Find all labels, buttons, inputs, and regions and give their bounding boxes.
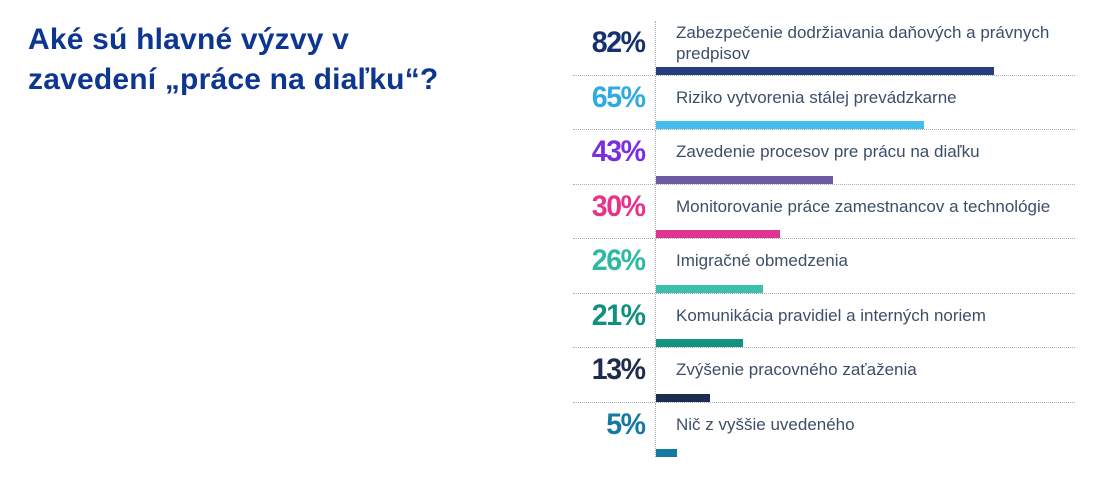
row-content: Riziko vytvorenia stálej prevádzkarne (655, 75, 1075, 129)
bar-category-label: Zavedenie procesov pre prácu na diaľku (676, 142, 980, 162)
bar (656, 121, 924, 129)
bar-category-label: Nič z vyššie uvedeného (676, 415, 855, 435)
bar-value-label: 5% (606, 408, 646, 442)
bar-category-label: Zabezpečenie dodržiavania daňových a prá… (676, 22, 1050, 63)
chart-row: 13% Zvýšenie pracovného zaťaženia (573, 348, 1075, 403)
bar-value-label: 43% (591, 135, 646, 169)
chart-row: 65% Riziko vytvorenia stálej prevádzkarne (573, 75, 1075, 130)
row-content: Zabezpečenie dodržiavania daňových a prá… (655, 21, 1075, 75)
row-content: Imigračné obmedzenia (655, 239, 1075, 293)
bar-value-label: 21% (591, 298, 646, 332)
bar (656, 393, 710, 402)
bar-value-label: 26% (591, 244, 646, 278)
row-content: Nič z vyššie uvedeného (655, 402, 1075, 457)
bar (656, 230, 780, 238)
bar-category-label: Monitorovanie práce zamestnancov a techn… (676, 196, 1051, 216)
bar-category-label: Komunikácia pravidiel a interných noriem (676, 305, 986, 325)
chart-row: 82% Zabezpečenie dodržiavania daňových a … (573, 21, 1075, 76)
bar-chart-rows: 82% Zabezpečenie dodržiavania daňových a … (573, 21, 1075, 457)
bar-category-label: Riziko vytvorenia stálej prevádzkarne (676, 87, 957, 107)
bar-chart: 82% Zabezpečenie dodržiavania daňových a … (573, 21, 1075, 457)
bar-category-label: Imigračné obmedzenia (676, 251, 848, 271)
bar (656, 339, 743, 347)
bar-value-label: 30% (591, 189, 646, 223)
chart-row: 43% Zavedenie procesov pre prácu na diaľk… (573, 130, 1075, 185)
chart-title: Aké sú hlavné výzvy v zavedení „práce na… (28, 23, 439, 96)
chart-row: 30% Monitorovanie práce zamestnancov a te… (573, 184, 1075, 239)
bar-value-label: 65% (591, 80, 646, 114)
chart-row: 21% Komunikácia pravidiel a interných nor… (573, 293, 1075, 348)
row-content: Zavedenie procesov pre prácu na diaľku (655, 130, 1075, 184)
row-content: Monitorovanie práce zamestnancov a techn… (655, 184, 1075, 238)
chart-row: 26% Imigračné obmedzenia (573, 239, 1075, 294)
bar-value-label: 82% (591, 26, 646, 60)
bar-value-label: 13% (591, 353, 646, 387)
bar-category-label: Zvýšenie pracovného zaťaženia (676, 360, 917, 380)
bar (656, 449, 677, 457)
row-content: Komunikácia pravidiel a interných noriem (655, 293, 1075, 347)
bar (656, 284, 764, 293)
row-content: Zvýšenie pracovného zaťaženia (655, 348, 1075, 402)
bar (656, 66, 994, 75)
bar (656, 175, 834, 184)
chart-row: 5% Nič z vyššie uvedeného (573, 402, 1075, 457)
